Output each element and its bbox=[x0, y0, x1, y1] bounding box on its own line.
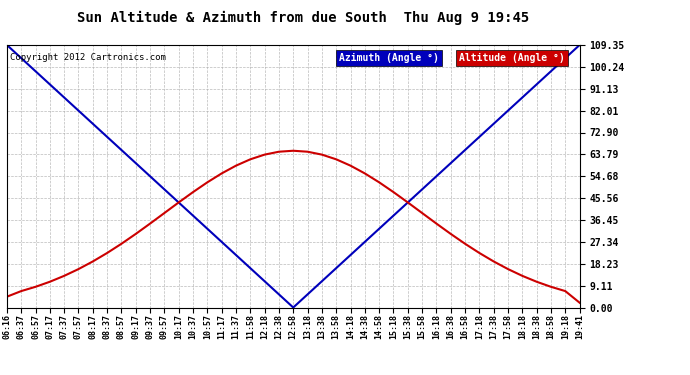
Text: Azimuth (Angle °): Azimuth (Angle °) bbox=[339, 53, 439, 63]
Text: Altitude (Angle °): Altitude (Angle °) bbox=[460, 53, 565, 63]
Text: Copyright 2012 Cartronics.com: Copyright 2012 Cartronics.com bbox=[10, 53, 166, 62]
Text: Sun Altitude & Azimuth from due South  Thu Aug 9 19:45: Sun Altitude & Azimuth from due South Th… bbox=[77, 11, 530, 26]
